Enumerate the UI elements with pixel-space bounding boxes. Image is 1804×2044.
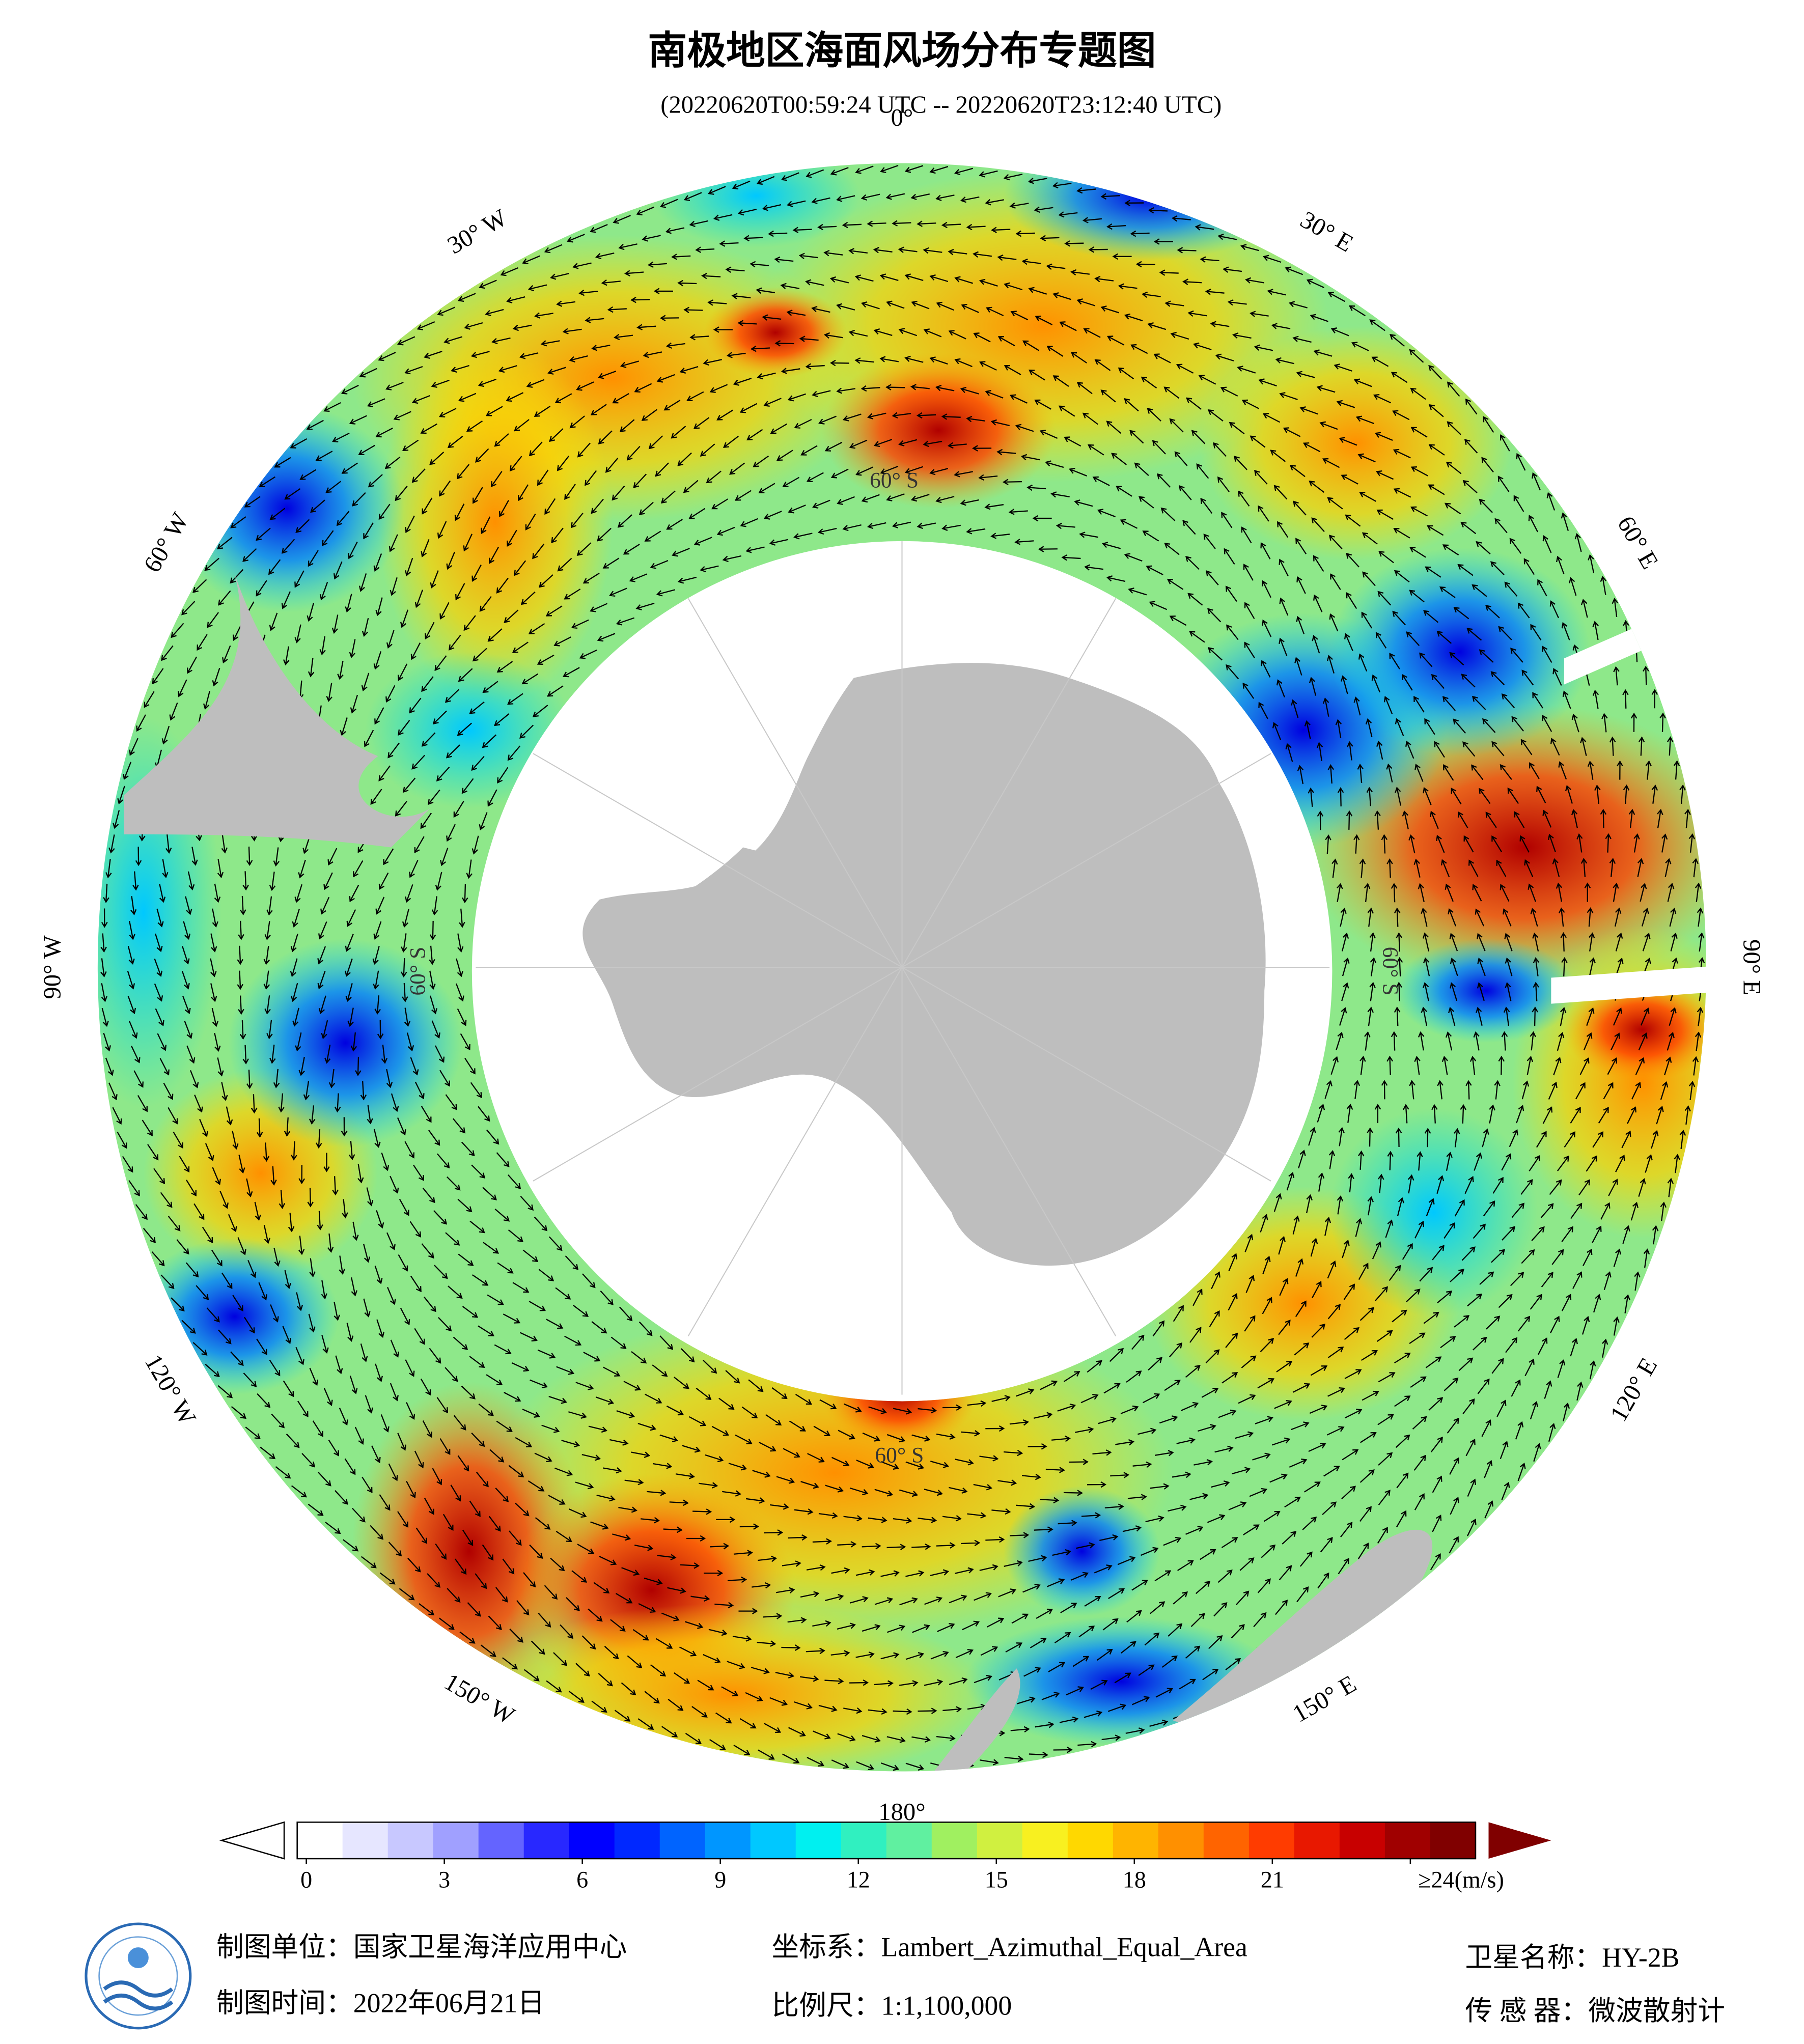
colorbar-swatch — [841, 1822, 887, 1859]
colorbar-tick-label: 15 — [985, 1867, 1008, 1893]
colorbar-tick-label: ≥24(m/s) — [1418, 1867, 1504, 1893]
colorbar-swatch — [433, 1822, 479, 1859]
graticule — [476, 541, 1330, 1395]
title: 南极地区海面风场分布专题图 — [648, 30, 1156, 73]
colorbar-swatch — [1294, 1822, 1341, 1859]
longitude-label: 90° E — [1738, 939, 1765, 995]
colorbar-swatch — [1113, 1822, 1159, 1859]
longitude-label: 120° E — [1604, 1353, 1662, 1426]
sensor: 传 感 器：微波散射计 — [1465, 1996, 1725, 2026]
scale: 比例尺：1:1,100,000 — [772, 1991, 1012, 2021]
colorbar-swatch — [297, 1822, 343, 1859]
colorbar-tick-label: 0 — [300, 1867, 312, 1893]
longitude-label: 120° W — [140, 1350, 202, 1430]
logo — [85, 1922, 192, 2030]
antarctica — [582, 663, 1266, 1266]
colorbar-swatch — [1248, 1822, 1295, 1859]
colorbar-tick-label: 6 — [576, 1867, 588, 1893]
colorbar-swatch — [569, 1822, 616, 1859]
colorbar-swatch — [977, 1822, 1023, 1859]
colorbar-swatch — [931, 1822, 978, 1859]
latitude-label: 60° S — [870, 468, 919, 493]
colorbar: 0 3 6 9 12 15 18 21 ≥24(m/s) — [219, 1821, 1551, 1893]
colorbar-swatch — [1203, 1822, 1250, 1859]
longitude-label: 60° W — [138, 508, 194, 577]
latitude-label: 60° S — [875, 1443, 924, 1468]
colorbar-frame — [296, 1822, 1477, 1860]
colorbar-swatch — [1339, 1822, 1386, 1859]
colorbar-tick-label: 21 — [1261, 1867, 1284, 1893]
colorbar-tick-label: 12 — [847, 1867, 870, 1893]
longitude-label: 90° W — [39, 935, 66, 999]
colorbar-swatch — [1022, 1822, 1069, 1859]
colorbar-max-arrow — [1488, 1822, 1551, 1859]
colorbar-tick-label: 18 — [1123, 1867, 1146, 1893]
colorbar-swatch — [387, 1822, 434, 1859]
colorbar-swatch — [659, 1822, 706, 1859]
colorbar-swatch — [342, 1822, 388, 1859]
colorbar-swatch — [750, 1822, 797, 1859]
colorbar-swatch — [886, 1822, 933, 1859]
colorbar-swatch — [614, 1822, 661, 1859]
longitude-label: 30° E — [1296, 206, 1358, 258]
colorbar-swatch — [1430, 1822, 1477, 1859]
longitude-label: 0° — [891, 104, 913, 131]
colorbar-swatch — [523, 1822, 570, 1859]
crs: 坐标系：Lambert_Azimuthal_Equal_Area — [772, 1932, 1248, 1963]
longitude-label: 180° — [878, 1798, 925, 1826]
satellite: 卫星名称：HY-2B — [1465, 1942, 1679, 1973]
colorbar-swatch — [1067, 1822, 1114, 1859]
colorbar-swatch — [1158, 1822, 1205, 1859]
colorbar-swatch — [1384, 1822, 1431, 1859]
longitude-label: 150° W — [440, 1668, 520, 1730]
colorbar-tick-label: 9 — [714, 1867, 726, 1893]
latitude-label: 60° S — [1378, 947, 1402, 996]
wind-arrows — [100, 164, 1705, 1771]
date: 制图时间：2022年06月21日 — [216, 1988, 545, 2019]
colorbar-swatch — [795, 1822, 842, 1859]
longitude-label: 30° W — [442, 204, 512, 259]
colorbar-tick-label: 3 — [438, 1867, 450, 1893]
producer: 制图单位：国家卫星海洋应用中心 — [216, 1932, 627, 1963]
longitude-label: 60° E — [1612, 511, 1664, 573]
longitude-label: 150° E — [1288, 1670, 1361, 1728]
latitude-label: 60° S — [405, 947, 430, 996]
colorbar-swatch — [478, 1822, 524, 1859]
wind-field — [97, 163, 1706, 1772]
colorbar-swatch — [705, 1822, 752, 1859]
subtitle: (20220620T00:59:24 UTC -- 20220620T23:12… — [660, 91, 1222, 119]
colorbar-min-arrow — [219, 1821, 285, 1860]
